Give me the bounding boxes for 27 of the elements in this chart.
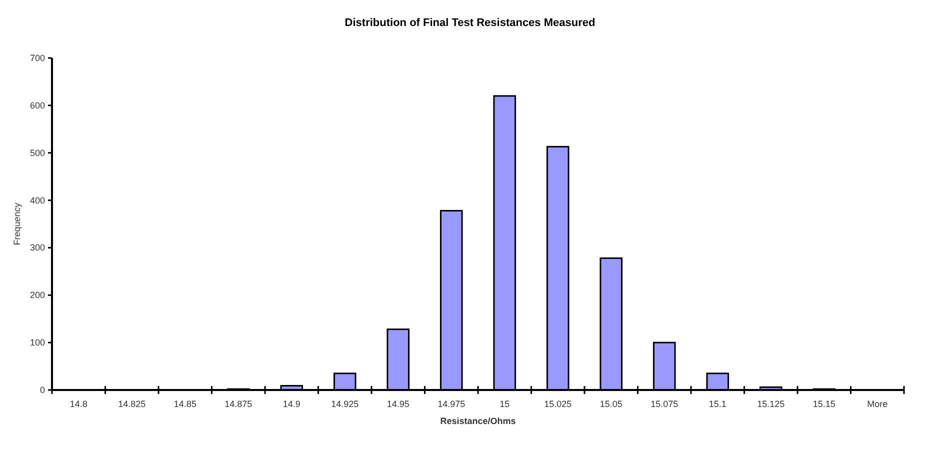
y-tick-label: 300: [30, 242, 45, 253]
chart-title: Distribution of Final Test Resistances Measured: [344, 17, 596, 29]
x-tick-label: 14.85: [174, 399, 196, 409]
x-axis-title: Resistance/Ohms: [440, 416, 516, 426]
x-tick-label: 15.1: [708, 399, 726, 409]
x-tick-label: 14.9: [282, 399, 300, 409]
y-tick-label: 700: [30, 53, 45, 63]
y-tick-label: 400: [30, 195, 45, 206]
y-axis-title: Frequency: [12, 202, 22, 246]
x-tick-label: 15: [500, 399, 510, 409]
x-tick-label: 15.15: [812, 399, 836, 409]
y-tick-label: 500: [30, 148, 45, 158]
x-tick-label: 15.075: [650, 399, 678, 409]
x-tick-label: 14.8: [70, 399, 88, 409]
y-tick-label: 0: [40, 385, 45, 395]
x-tick-label: 15.125: [757, 399, 785, 409]
y-tick-label: 100: [30, 338, 45, 348]
x-tick-label: 15.025: [544, 399, 572, 409]
x-tick-label: 14.875: [224, 399, 252, 409]
x-tick-label: 14.975: [438, 399, 466, 409]
x-tick-label: 14.825: [118, 399, 146, 409]
y-tick-label: 600: [30, 100, 45, 110]
x-tick-label: More: [867, 399, 888, 409]
y-tick-label: 200: [30, 290, 45, 300]
x-tick-label: 15.05: [600, 399, 622, 409]
x-tick-label: 14.95: [386, 399, 410, 409]
x-tick-label: 14.925: [331, 399, 359, 409]
